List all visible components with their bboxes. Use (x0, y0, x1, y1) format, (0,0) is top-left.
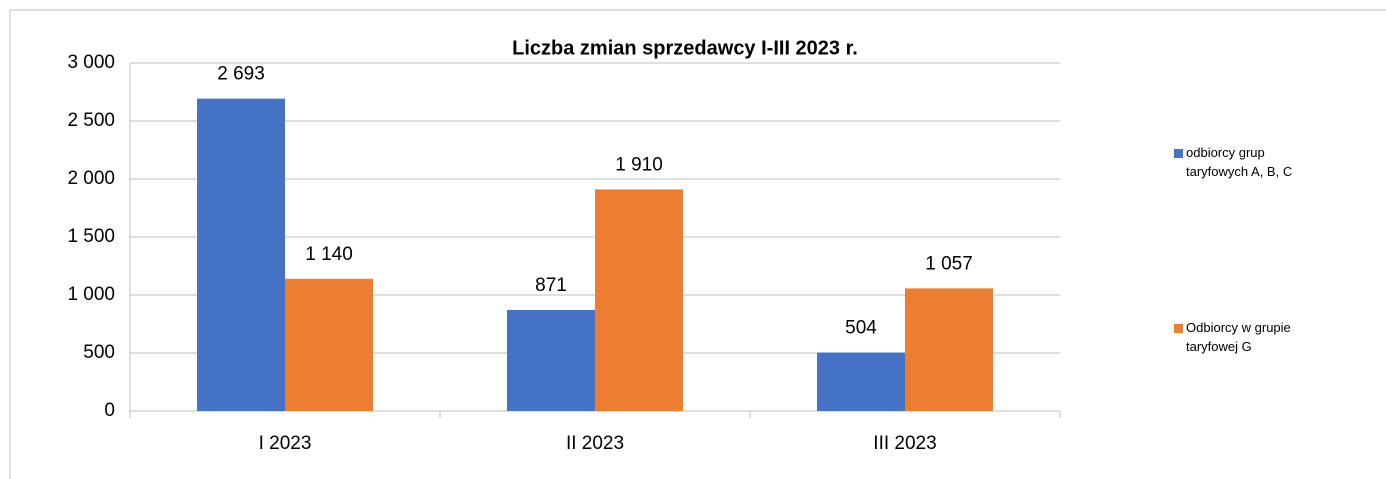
bar (905, 288, 993, 411)
legend-swatch (1174, 149, 1183, 158)
y-tick-label: 0 (104, 400, 115, 421)
y-tick-label: 1 000 (67, 284, 115, 305)
x-tick-label: III 2023 (873, 433, 936, 454)
bar (197, 98, 285, 411)
data-label: 1 140 (305, 244, 353, 265)
data-label: 504 (845, 318, 877, 339)
legend-label: Odbiorcy w grupie taryfowej G (1186, 320, 1291, 354)
y-tick-label: 2 000 (67, 168, 115, 189)
data-label: 1 057 (925, 253, 973, 274)
y-tick-label: 3 000 (67, 52, 115, 73)
chart-frame (9, 9, 1386, 479)
legend-label: odbiorcy grup taryfowych A, B, C (1186, 145, 1293, 179)
bar (285, 278, 373, 411)
y-tick-label: 1 500 (67, 226, 115, 247)
y-tick-label: 2 500 (67, 110, 115, 131)
bar (507, 309, 595, 411)
data-label: 871 (535, 275, 567, 296)
y-tick-label: 500 (83, 342, 115, 363)
x-tick-label: II 2023 (566, 433, 624, 454)
legend-swatch (1174, 324, 1183, 333)
data-label: 1 910 (615, 154, 663, 175)
chart-title: Liczba zmian sprzedawcy I-III 2023 r. (512, 37, 858, 59)
data-label: 2 693 (217, 64, 265, 85)
x-tick-label: I 2023 (259, 433, 312, 454)
bar (817, 352, 905, 411)
bar (595, 189, 683, 411)
